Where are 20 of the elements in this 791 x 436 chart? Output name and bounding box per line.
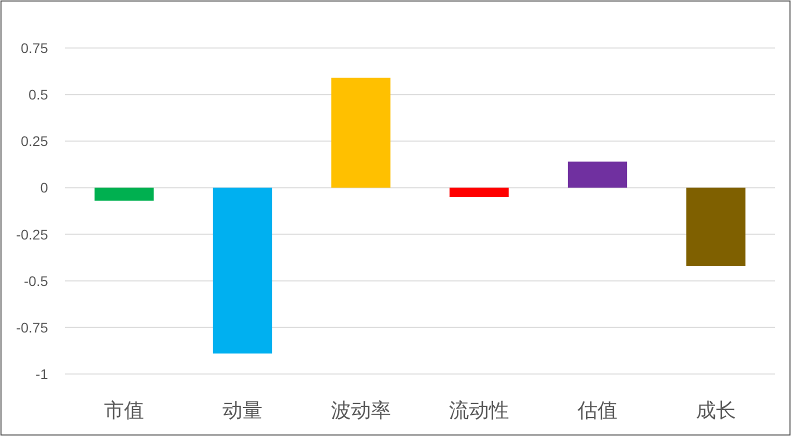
y-tick-label: 0.5	[28, 86, 48, 103]
bar	[450, 188, 509, 198]
y-tick-label: -0.25	[16, 226, 48, 242]
bar	[212, 188, 272, 354]
bar	[94, 188, 154, 201]
y-tick-label: -0.5	[24, 272, 48, 289]
x-tick-label: 市值	[104, 400, 144, 422]
x-tick-label: 动量	[222, 400, 262, 422]
y-tick-label: -1	[36, 366, 48, 382]
bar	[686, 188, 746, 266]
y-tick-label: 0.25	[20, 133, 48, 150]
x-tick-label: 估值	[576, 400, 618, 422]
bar	[331, 78, 390, 188]
x-tick-label: 成长	[696, 400, 736, 422]
x-tick-label: 流动性	[449, 400, 510, 422]
bar	[568, 162, 628, 188]
y-tick-label: 0.75	[20, 40, 48, 56]
y-tick-label: -0.75	[16, 319, 48, 336]
x-tick-label: 波动率	[330, 400, 391, 422]
y-tick-label: 0	[40, 180, 48, 196]
